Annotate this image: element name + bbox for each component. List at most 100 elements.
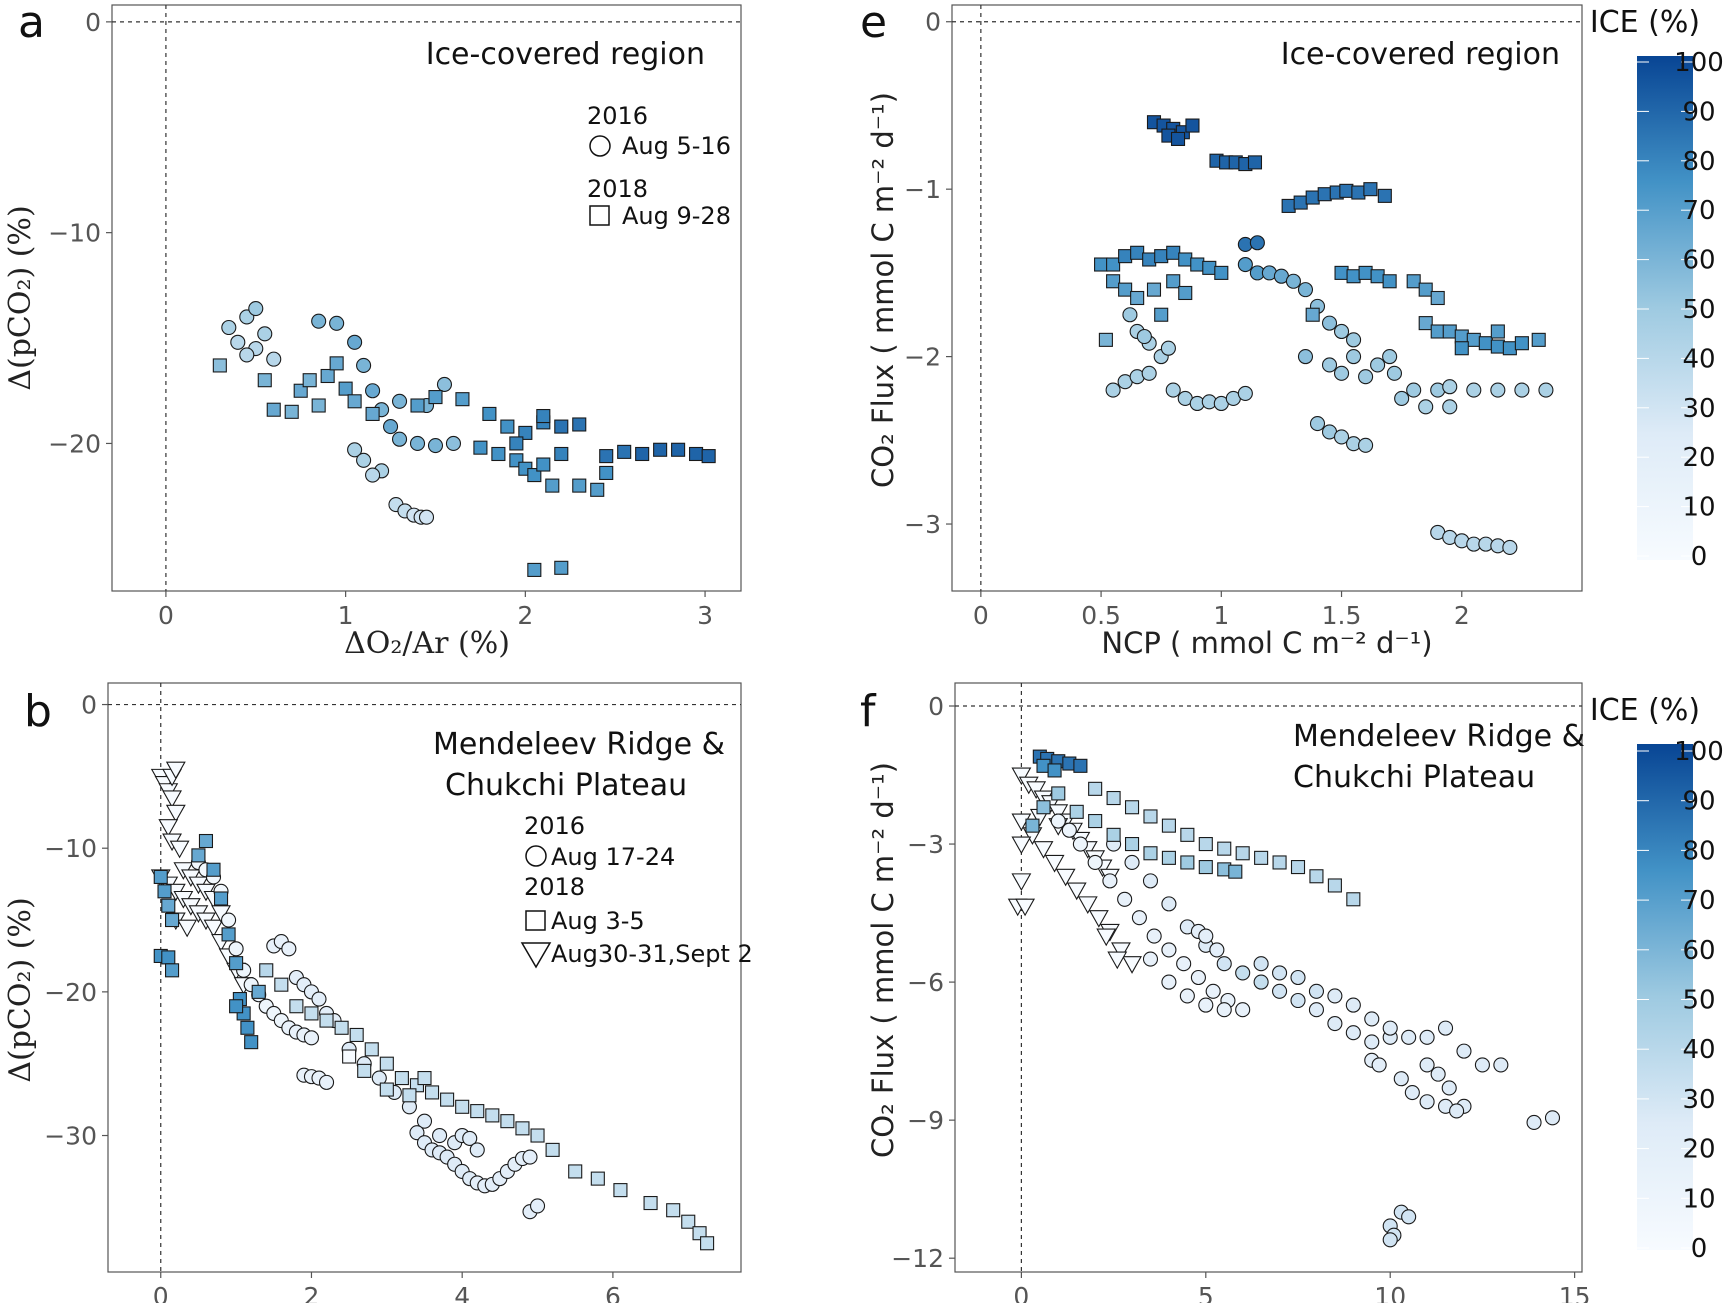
data-point-square (509, 436, 524, 451)
colorbar-tick-label: 0 (1691, 542, 1708, 572)
data-point-square (1161, 818, 1176, 833)
data-point-square (1051, 786, 1066, 801)
y-tick-label: −30 (44, 1122, 97, 1151)
colorbar-ticks: 0 10 20 30 40 50 60 70 80 90 100 (1637, 737, 1724, 1264)
data-point-square (1088, 781, 1103, 796)
data-point-square (1025, 818, 1040, 833)
data-point-square (1154, 307, 1169, 322)
data-point-circle (221, 319, 237, 336)
data-point-circle (1308, 983, 1324, 999)
data-point-circle (391, 393, 408, 409)
data-point-square (536, 408, 551, 424)
legend-item: Aug 5-16 (622, 132, 731, 160)
data-point-circle (1346, 332, 1362, 348)
data-point-circle (409, 435, 426, 451)
data-point-square (1406, 274, 1421, 289)
reference-lines (952, 5, 1582, 591)
data-point-circle (432, 1127, 448, 1144)
data-point-circle (257, 326, 273, 342)
data-point-circle (1441, 1080, 1457, 1096)
data-point-square (455, 1099, 470, 1114)
data-point-triangle (158, 819, 179, 837)
data-point-circle (1141, 365, 1157, 381)
data-point-square (701, 449, 716, 464)
data-point-square (1118, 282, 1133, 297)
data-point-circle (1087, 854, 1103, 871)
data-point-square (455, 392, 470, 407)
data-point-circle (1502, 539, 1518, 556)
data-point-circle (1297, 349, 1314, 365)
data-point-circle (1456, 1043, 1472, 1059)
data-point-circle (436, 376, 453, 392)
data-point-square (518, 425, 533, 440)
data-point-circle (248, 300, 264, 317)
colorbar-tick-label: 10 (1682, 1184, 1715, 1214)
data-point-square (240, 1020, 255, 1035)
legend-circle-marker (589, 135, 611, 157)
data-point-square (349, 1027, 364, 1043)
colorbar-tick-label: 100 (1674, 737, 1724, 767)
data-point-circle (1544, 1110, 1561, 1126)
data-point-square (1351, 185, 1366, 200)
data-point-circle (1364, 1011, 1380, 1027)
data-point-square (212, 358, 227, 373)
data-point-square (1247, 155, 1263, 170)
data-point-square (1305, 307, 1320, 322)
data-point-circle (522, 1149, 538, 1165)
data-point-square (213, 891, 229, 906)
data-point-circle (1358, 437, 1374, 453)
y-tick-label: −9 (907, 1106, 944, 1135)
data-point-square (338, 381, 353, 396)
data-point-square (1124, 837, 1140, 852)
data-point-square (1143, 809, 1158, 824)
data-point-circle (365, 467, 381, 483)
data-point-circle (1198, 997, 1214, 1013)
data-point-square (319, 1013, 334, 1028)
data-point-square (161, 898, 176, 913)
panel-e: 0 0.5 1 1.5 2 0 −1 −2 −3 e Ice-covered region NC… (860, 0, 1583, 660)
data-point-square (1478, 336, 1493, 351)
data-point-square (1106, 257, 1121, 272)
data-point-circle (1430, 1066, 1446, 1082)
x-axis-title: ΔO₂/Ar (%) (344, 626, 510, 661)
data-point-circle (1136, 328, 1152, 345)
data-point-square (1180, 855, 1195, 870)
data-point-circle (318, 1074, 335, 1090)
data-point-square (1235, 846, 1250, 861)
y-tick-label: −6 (907, 968, 944, 997)
data-point-square (1290, 860, 1306, 875)
data-point-circle (1160, 340, 1176, 356)
x-tick-label: 2 (1454, 601, 1470, 630)
data-point-square (440, 1092, 455, 1107)
data-point-square (1142, 252, 1157, 267)
data-point-square (1382, 274, 1397, 289)
data-point-square (1502, 341, 1517, 356)
data-point-circle (1272, 983, 1288, 999)
data-point-triangle (1077, 896, 1098, 914)
data-point-triangle (1033, 841, 1054, 859)
data-point-square (1088, 813, 1103, 829)
y-axis-title: Δ(pCO₂) (%) (3, 205, 38, 390)
data-point-square (417, 1071, 432, 1086)
data-point-square (165, 963, 180, 978)
colorbar-bottom: ICE (%) 0 10 20 30 40 50 60 70 80 90 100 (1590, 693, 1724, 1264)
y-tick-label: −1 (904, 175, 941, 204)
data-point-square (1490, 324, 1505, 339)
data-point-square (221, 927, 236, 942)
x-tick-label: 3 (697, 601, 713, 630)
data-point-square (1254, 850, 1269, 865)
data-point-circle (1161, 974, 1177, 990)
legend-item: Aug 17-24 (551, 843, 675, 871)
data-point-circle (311, 991, 327, 1007)
data-point-square (1370, 269, 1385, 284)
data-point-circle (1382, 349, 1398, 365)
data-point-square (653, 442, 668, 457)
data-point-square (554, 419, 569, 434)
data-point-circle (1419, 1029, 1435, 1045)
data-point-circle (239, 347, 255, 363)
data-point-square (251, 984, 266, 999)
data-point-circle (1297, 282, 1314, 298)
data-point-square (402, 1088, 417, 1103)
x-tick-label: 10 (1374, 1282, 1406, 1303)
data-point-square (198, 833, 214, 849)
